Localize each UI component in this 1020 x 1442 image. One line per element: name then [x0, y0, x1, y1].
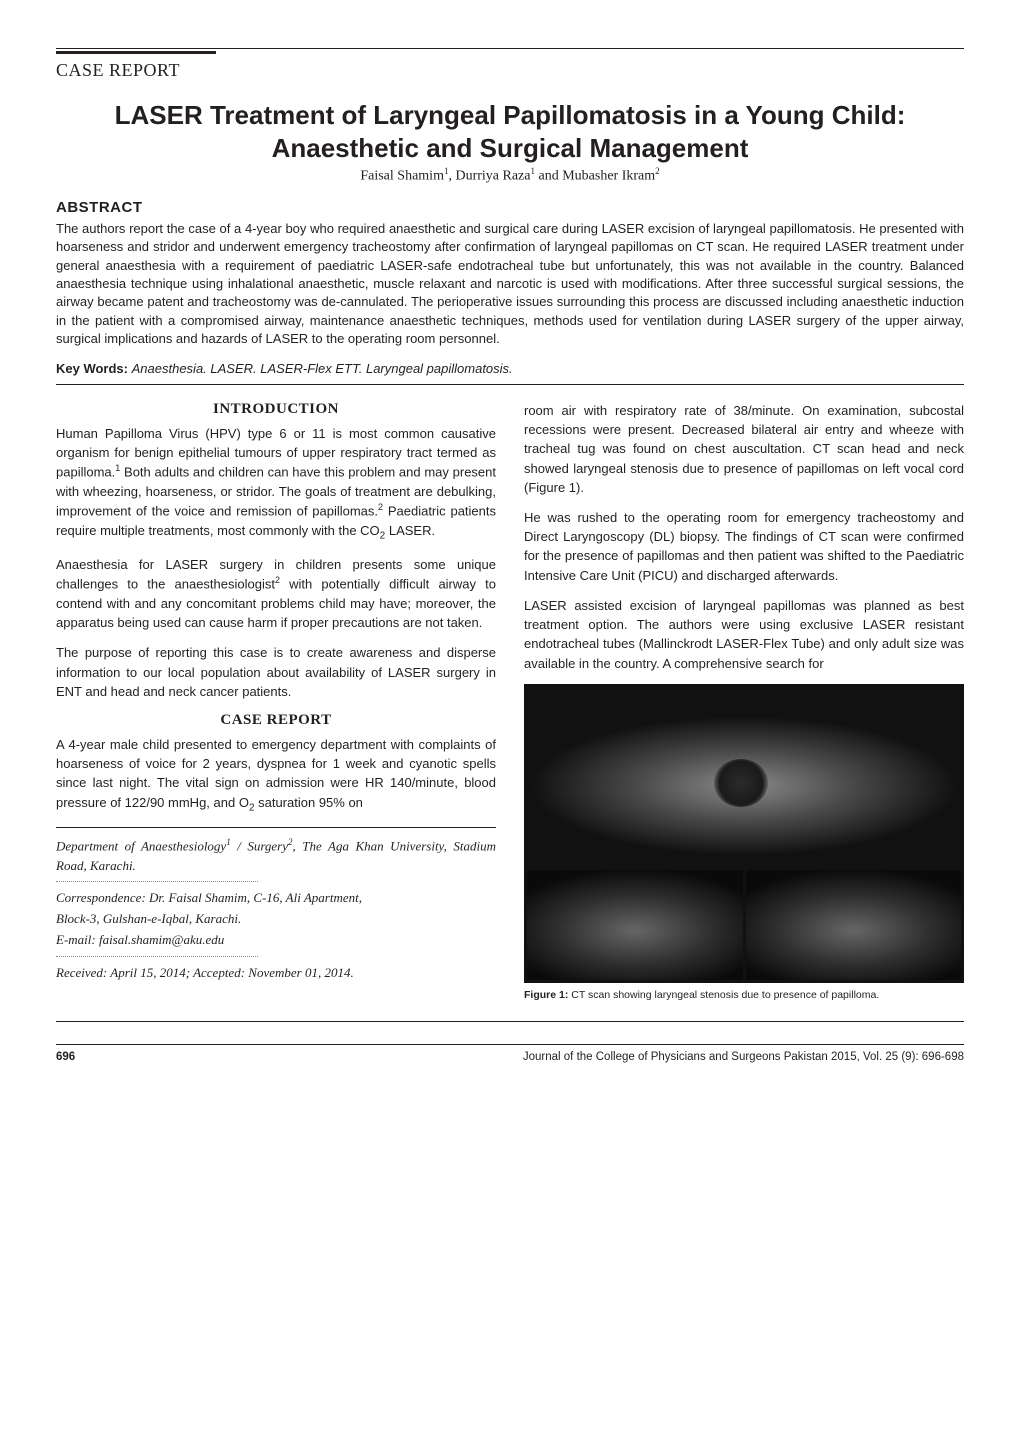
affiliation-divider-1 [56, 881, 258, 882]
ct-scan-axial-right [746, 870, 962, 980]
case-para-1: A 4-year male child presented to emergen… [56, 735, 496, 816]
figure-1: Figure 1: CT scan showing laryngeal sten… [524, 684, 964, 1001]
figure-1-caption: Figure 1: CT scan showing laryngeal sten… [524, 989, 964, 1001]
right-para-3: LASER assisted excision of laryngeal pap… [524, 596, 964, 673]
keywords-label: Key Words: [56, 361, 128, 376]
keywords-text: Anaesthesia. LASER. LASER-Flex ETT. Lary… [132, 361, 513, 376]
body-columns: INTRODUCTION Human Papilloma Virus (HPV)… [56, 395, 964, 1001]
figure-1-caption-label: Figure 1: [524, 989, 568, 1001]
affiliation-divider-2 [56, 956, 258, 957]
correspondence-line-2: Block-3, Gulshan-e-Iqbal, Karachi. [56, 909, 496, 928]
title-line-2: Anaesthetic and Surgical Management [272, 133, 749, 163]
case-report-heading: CASE REPORT [56, 712, 496, 729]
ct-scan-axial-row [527, 870, 961, 980]
footer-rule [56, 1021, 964, 1022]
page-footer: 696 Journal of the College of Physicians… [56, 1044, 964, 1063]
figure-1-caption-text: CT scan showing laryngeal stenosis due t… [568, 989, 879, 1001]
intro-para-2: Anaesthesia for LASER surgery in childre… [56, 555, 496, 632]
abstract-bottom-rule [56, 384, 964, 385]
section-label: CASE REPORT [56, 54, 964, 85]
title-line-1: LASER Treatment of Laryngeal Papillomato… [115, 100, 906, 130]
author-list: Faisal Shamim1, Durriya Raza1 and Mubash… [56, 166, 964, 185]
right-para-1: room air with respiratory rate of 38/min… [524, 401, 964, 497]
ct-scan-coronal [527, 687, 961, 867]
journal-citation: Journal of the College of Physicians and… [523, 1051, 964, 1063]
page-number: 696 [56, 1051, 75, 1063]
correspondence-line-1: Correspondence: Dr. Faisal Shamim, C-16,… [56, 888, 496, 907]
intro-para-3: The purpose of reporting this case is to… [56, 643, 496, 701]
abstract-text: The authors report the case of a 4-year … [56, 220, 964, 349]
received-accepted-dates: Received: April 15, 2014; Accepted: Nove… [56, 963, 496, 982]
right-para-2: He was rushed to the operating room for … [524, 508, 964, 585]
affiliations-block: Department of Anaesthesiology1 / Surgery… [56, 827, 496, 982]
right-column: room air with respiratory rate of 38/min… [524, 395, 964, 1001]
introduction-heading: INTRODUCTION [56, 401, 496, 418]
left-column: INTRODUCTION Human Papilloma Virus (HPV)… [56, 395, 496, 1001]
affiliation-dept: Department of Anaesthesiology1 / Surgery… [56, 836, 496, 875]
article-title: LASER Treatment of Laryngeal Papillomato… [56, 99, 964, 164]
correspondence-email: E-mail: faisal.shamim@aku.edu [56, 930, 496, 949]
intro-para-1: Human Papilloma Virus (HPV) type 6 or 11… [56, 424, 496, 544]
abstract-heading: ABSTRACT [56, 199, 964, 216]
keywords-line: Key Words: Anaesthesia. LASER. LASER-Fle… [56, 361, 964, 376]
top-rule-upper [56, 48, 964, 49]
figure-1-image [524, 684, 964, 983]
ct-scan-axial-left [527, 870, 743, 980]
